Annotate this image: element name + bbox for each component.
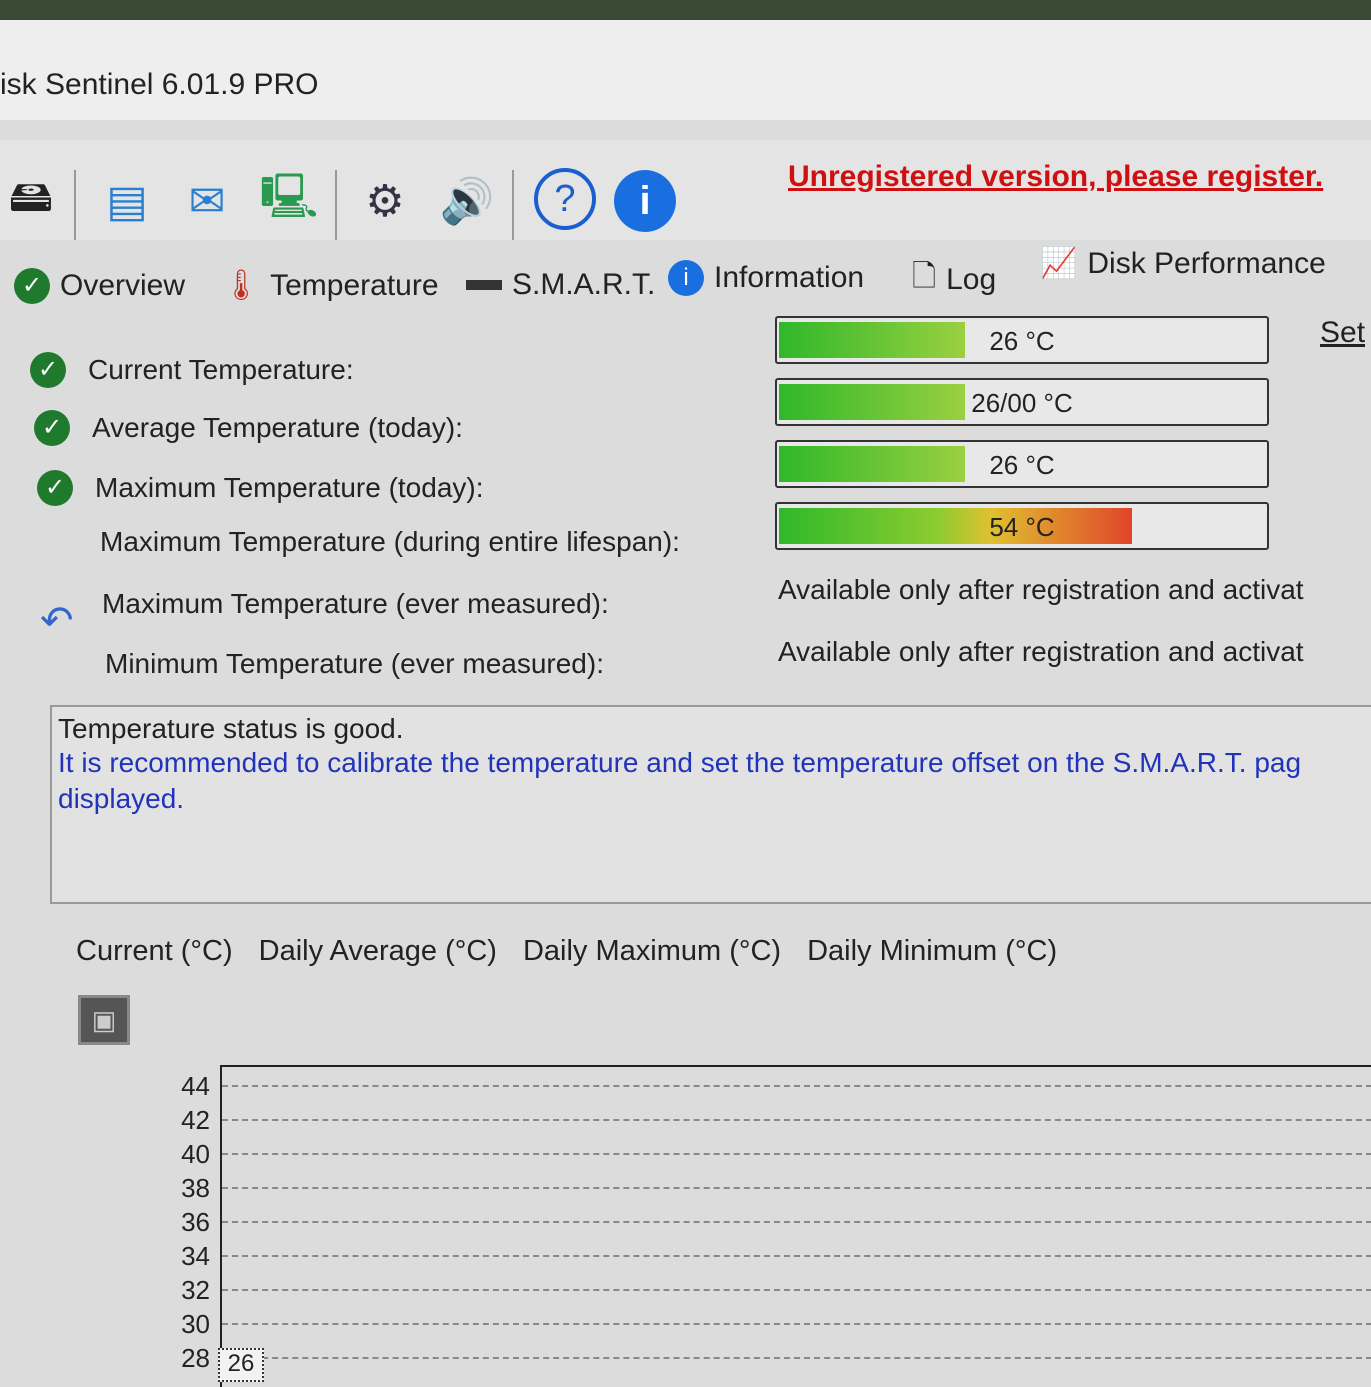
maximum-lifespan-row: Maximum Temperature (during entire lifes… xyxy=(100,526,680,558)
maximum-ever-row: Maximum Temperature (ever measured): xyxy=(102,588,609,620)
green-check-icon: ✓ xyxy=(14,268,50,304)
bar-fill xyxy=(779,446,966,482)
window-title: isk Sentinel 6.01.9 PRO xyxy=(0,68,319,101)
tab-disk-performance[interactable]: 📈 Disk Performance xyxy=(1040,246,1326,281)
gridline xyxy=(222,1357,1371,1359)
maximum-today-bar: 26 °C xyxy=(775,440,1269,488)
minimum-ever-row: Minimum Temperature (ever measured): xyxy=(105,648,604,680)
temperature-chart xyxy=(220,1065,1371,1387)
network-icon[interactable]: 🖳 xyxy=(259,171,319,221)
save-icon[interactable]: ▣ xyxy=(78,995,130,1045)
tab-smart[interactable]: S.M.A.R.T. xyxy=(466,268,655,302)
bar-fill xyxy=(779,508,1132,544)
recommendation-text: displayed. xyxy=(58,783,185,814)
sound-icon[interactable]: 🔊 xyxy=(439,177,495,226)
chart-tabs: Current (°C) Daily Average (°C) Daily Ma… xyxy=(76,935,1057,968)
y-tick-label: 28 xyxy=(181,1343,210,1373)
y-tick-label: 32 xyxy=(181,1275,210,1305)
bar-value: 26 °C xyxy=(989,450,1055,480)
row-label: Current Temperature: xyxy=(88,354,354,385)
bar-value: 26/00 °C xyxy=(971,388,1073,418)
toolbar-separator xyxy=(335,170,337,240)
y-tick-label: 34 xyxy=(181,1241,210,1271)
disk-drive-icon[interactable]: 🖴 xyxy=(8,171,54,221)
tab-daily-minimum[interactable]: Daily Minimum (°C) xyxy=(807,935,1058,967)
tab-label: Overview xyxy=(60,269,186,302)
reset-arrow-icon[interactable]: ↶ xyxy=(40,599,74,643)
disk-icon xyxy=(466,280,502,290)
y-tick-label: 40 xyxy=(181,1139,210,1169)
document-icon: 🗋 xyxy=(912,260,937,293)
green-check-icon: ✓ xyxy=(37,470,73,506)
gridline xyxy=(222,1153,1371,1155)
gridline xyxy=(222,1255,1371,1257)
tab-daily-maximum[interactable]: Daily Maximum (°C) xyxy=(522,935,782,967)
tab-current[interactable]: Current (°C) xyxy=(76,935,233,967)
restricted-value: Available only after registration and ac… xyxy=(778,574,1304,605)
current-value-label: 26 xyxy=(218,1348,264,1382)
row-label: Maximum Temperature (ever measured): xyxy=(102,588,609,619)
bar-value: 26 °C xyxy=(989,326,1055,356)
maximum-today-row: ✓ Maximum Temperature (today): xyxy=(37,470,484,506)
info-icon: i xyxy=(668,260,704,296)
gridline xyxy=(222,1323,1371,1325)
chart-icon: 📈 xyxy=(1040,247,1078,280)
y-tick-label: 42 xyxy=(181,1105,210,1135)
tab-daily-average[interactable]: Daily Average (°C) xyxy=(258,935,497,967)
gridline xyxy=(222,1119,1371,1121)
email-icon[interactable]: ✉ xyxy=(188,176,226,226)
report-icon[interactable]: ▤ xyxy=(106,176,148,226)
row-label: Maximum Temperature (during entire lifes… xyxy=(100,526,680,557)
gridline xyxy=(222,1085,1371,1087)
row-label: Average Temperature (today): xyxy=(92,412,463,443)
tab-overview[interactable]: ✓ Overview xyxy=(14,268,185,304)
bar-fill xyxy=(779,322,966,358)
background-strip xyxy=(0,0,1371,20)
restricted-value: Available only after registration and ac… xyxy=(778,636,1304,667)
current-temperature-row: ✓ Current Temperature: xyxy=(30,352,354,388)
settings-gear-icon[interactable]: ⚙ xyxy=(365,176,405,226)
green-check-icon: ✓ xyxy=(34,410,70,446)
thermometer-icon: 🌡 xyxy=(222,269,261,302)
toolbar: 🖴 ▤ ✉ 🖳 ⚙ 🔊 ? i xyxy=(0,140,1371,240)
gridline xyxy=(222,1221,1371,1223)
tab-log[interactable]: 🗋 Log xyxy=(912,254,996,305)
bar-fill xyxy=(779,384,966,420)
tab-label: Log xyxy=(946,262,997,296)
gridline xyxy=(222,1187,1371,1189)
tab-label: S.M.A.R.T. xyxy=(512,268,656,301)
gridline xyxy=(222,1289,1371,1291)
y-tick-label: 38 xyxy=(181,1173,210,1203)
tab-label: Information xyxy=(714,261,865,294)
current-temperature-bar: 26 °C xyxy=(775,316,1269,364)
average-temperature-row: ✓ Average Temperature (today): xyxy=(34,410,463,446)
status-text: Temperature status is good. xyxy=(58,713,404,744)
toolbar-separator xyxy=(512,170,514,240)
help-icon[interactable]: ? xyxy=(534,168,596,230)
status-panel: Temperature status is good. It is recomm… xyxy=(50,705,1371,904)
row-label: Minimum Temperature (ever measured): xyxy=(105,648,604,679)
green-check-icon: ✓ xyxy=(30,352,66,388)
tab-temperature[interactable]: 🌡 Temperature xyxy=(222,268,439,303)
main-tabs: ✓ Overview 🌡 Temperature S.M.A.R.T. i Infor… xyxy=(0,247,1371,310)
set-link[interactable]: Set xyxy=(1320,316,1366,349)
tab-information[interactable]: i Information xyxy=(668,260,864,296)
tab-label: Temperature xyxy=(270,268,439,302)
bar-value: 54 °C xyxy=(989,512,1055,542)
tab-label: Disk Performance xyxy=(1087,246,1326,280)
y-tick-label: 44 xyxy=(181,1071,210,1101)
info-icon[interactable]: i xyxy=(614,170,676,232)
unregistered-register-link[interactable]: Unregistered version, please register. xyxy=(788,160,1324,193)
y-tick-label: 36 xyxy=(181,1207,210,1237)
toolbar-separator xyxy=(74,170,76,240)
y-tick-label: 30 xyxy=(181,1309,210,1339)
row-label: Maximum Temperature (today): xyxy=(95,472,484,503)
recommendation-text: It is recommended to calibrate the tempe… xyxy=(58,747,1302,778)
title-bar: isk Sentinel 6.01.9 PRO xyxy=(0,20,1371,120)
average-temperature-bar: 26/00 °C xyxy=(775,378,1269,426)
maximum-lifespan-bar: 54 °C xyxy=(775,502,1269,550)
